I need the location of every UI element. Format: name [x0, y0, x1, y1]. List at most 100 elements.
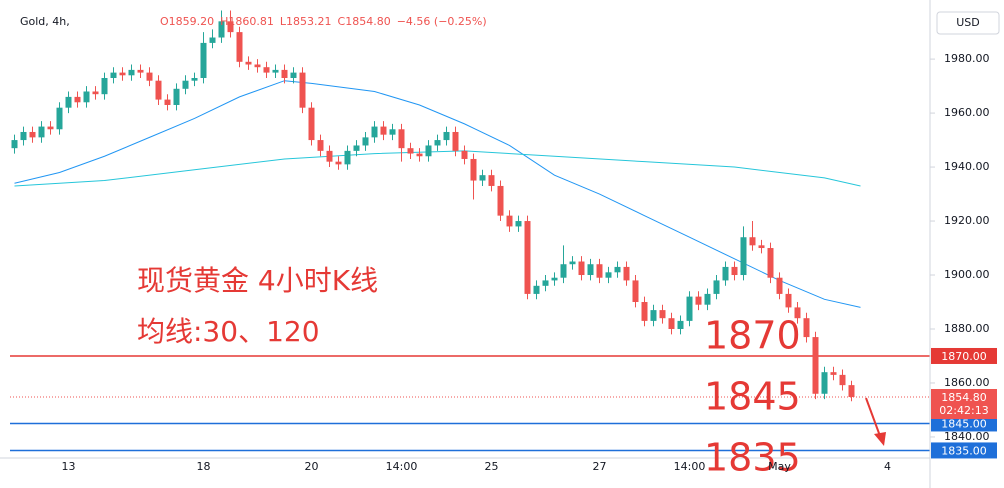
candle-body [740, 237, 747, 276]
candle-body [542, 280, 549, 286]
candle-body [398, 129, 405, 149]
x-tick-label: 20 [305, 460, 319, 473]
candle-body [344, 150, 351, 165]
candle-body [101, 77, 108, 95]
y-tick-label: 1940.00 [944, 160, 990, 173]
ohlc-value: −4.56 (−0.25%) [397, 15, 487, 28]
x-tick-label: May [768, 460, 791, 473]
candle-body [128, 69, 135, 76]
candle-body [434, 140, 441, 146]
candle-body [452, 131, 459, 151]
y-tick-label: 1840.00 [944, 430, 990, 443]
x-tick-label: 14:00 [674, 460, 706, 473]
candle-body [605, 272, 612, 278]
candle-body [290, 72, 297, 78]
y-tick-label: 1880.00 [944, 322, 990, 335]
candle-body [722, 266, 729, 281]
candle-body [20, 131, 27, 141]
candle-body [749, 237, 756, 246]
y-tick-label: 1960.00 [944, 106, 990, 119]
candle-body [659, 310, 666, 319]
candle-body [767, 248, 774, 278]
ohlc-value: C1854.80 [338, 15, 391, 28]
candle-body [47, 126, 54, 130]
candle-body [218, 21, 225, 38]
candle-body [695, 296, 702, 305]
candle-body [407, 148, 414, 154]
candle-body [803, 318, 810, 338]
plot-area [10, 10, 930, 452]
moving-average [14, 80, 861, 308]
candle-body [524, 221, 531, 294]
candle-body [371, 126, 378, 138]
candle-body [263, 67, 270, 73]
x-tick-label: 4 [884, 460, 891, 473]
candle-body [362, 137, 369, 146]
candle-body [686, 296, 693, 321]
x-tick-label: 14:00 [386, 460, 418, 473]
candle-body [785, 293, 792, 308]
candle-body [614, 266, 621, 273]
candle-body [74, 96, 81, 103]
candle-body [155, 80, 162, 100]
price-level-box [931, 347, 997, 364]
symbol-title: Gold, 4h, [20, 15, 70, 28]
candle-body [308, 107, 315, 141]
candle-body [515, 221, 522, 227]
currency-label[interactable]: USD [956, 16, 980, 29]
x-tick-label: 13 [62, 460, 76, 473]
ohlc-value: O1859.20 [160, 15, 214, 28]
candle-body [776, 277, 783, 294]
candle-body [587, 264, 594, 276]
y-tick-label: 1920.00 [944, 214, 990, 227]
candle-body [668, 318, 675, 329]
candle-body [29, 131, 36, 138]
candle-body [578, 261, 585, 276]
candle-body [758, 245, 765, 249]
x-tick-label: 18 [197, 460, 211, 473]
candle-body [425, 145, 432, 157]
candle-body [839, 374, 846, 386]
candle-body [227, 21, 234, 33]
candle-body [200, 42, 207, 78]
candle-body [191, 77, 198, 81]
y-tick-label: 1980.00 [944, 52, 990, 65]
candle-body [164, 99, 171, 105]
candle-body [650, 310, 657, 321]
candle-body [173, 88, 180, 105]
arrow [865, 397, 886, 446]
candle-body [272, 69, 279, 73]
annotation: 1870 [704, 314, 801, 358]
last-price-label: 1854.80 [941, 391, 987, 404]
last-price-box [931, 389, 997, 420]
candle-body [137, 69, 144, 73]
price-level-label: 1870.00 [941, 350, 987, 363]
candle-body [596, 264, 603, 278]
candle-body [704, 293, 711, 305]
candle-body [641, 302, 648, 321]
candle-body [254, 64, 261, 68]
candle-body [713, 280, 720, 294]
candle-body [209, 37, 216, 43]
countdown-label: 02:42:13 [939, 404, 988, 417]
candle-body [506, 215, 513, 227]
annotation: 现货黄金 4小时K线 [137, 264, 378, 297]
candle-body [470, 158, 477, 181]
candle-body [119, 72, 126, 76]
candle-body [794, 307, 801, 319]
candle-body [677, 320, 684, 329]
candle-body [488, 175, 495, 186]
candle-body [551, 277, 558, 281]
price-level-box [931, 442, 997, 459]
annotation: 均线:30、120 [137, 315, 320, 348]
candle-body [281, 69, 288, 78]
candle-body [92, 91, 99, 95]
candle-body [56, 107, 63, 130]
annotation: 1845 [704, 375, 801, 419]
candle-body [245, 61, 252, 65]
candle-body [623, 266, 630, 281]
currency-button[interactable] [936, 11, 1000, 35]
candle-body [443, 131, 450, 141]
candle-body [299, 72, 306, 108]
